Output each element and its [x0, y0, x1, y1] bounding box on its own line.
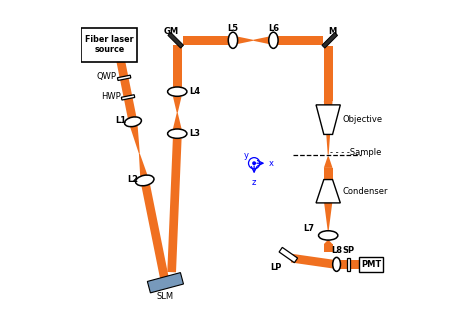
Text: Fiber laser
source: Fiber laser source	[85, 35, 134, 54]
Text: HWP: HWP	[101, 92, 121, 100]
Bar	[279, 247, 298, 263]
Text: M: M	[329, 27, 337, 35]
Polygon shape	[235, 36, 253, 45]
Polygon shape	[129, 121, 140, 154]
Text: QWP: QWP	[96, 72, 116, 81]
Bar	[168, 32, 183, 48]
Text: LP: LP	[270, 263, 282, 272]
Polygon shape	[324, 201, 333, 231]
Text: L3: L3	[189, 129, 200, 138]
Polygon shape	[291, 254, 336, 269]
Polygon shape	[324, 46, 333, 101]
Ellipse shape	[136, 175, 154, 186]
Polygon shape	[324, 168, 333, 201]
Text: L7: L7	[303, 224, 314, 233]
Polygon shape	[324, 240, 333, 244]
Polygon shape	[173, 96, 182, 113]
Polygon shape	[324, 101, 333, 154]
Bar	[118, 75, 131, 80]
Polygon shape	[324, 156, 333, 168]
Polygon shape	[350, 260, 361, 269]
Text: SP: SP	[342, 246, 355, 255]
Text: GM: GM	[164, 27, 179, 35]
Polygon shape	[140, 180, 170, 284]
Text: Condenser: Condenser	[342, 187, 388, 196]
Text: y: y	[244, 151, 249, 160]
Polygon shape	[275, 36, 323, 45]
Polygon shape	[316, 180, 340, 203]
Ellipse shape	[333, 257, 340, 271]
Text: L4: L4	[189, 87, 200, 96]
Text: L5: L5	[228, 24, 238, 33]
Polygon shape	[338, 260, 347, 269]
Bar	[347, 257, 350, 271]
Polygon shape	[173, 113, 182, 129]
Ellipse shape	[125, 117, 141, 127]
Text: x: x	[268, 159, 273, 168]
Polygon shape	[253, 36, 272, 45]
Text: L1: L1	[116, 116, 127, 125]
Text: - - - -Sample: - - - -Sample	[330, 148, 381, 157]
FancyBboxPatch shape	[359, 257, 383, 272]
Polygon shape	[112, 38, 137, 123]
Polygon shape	[183, 36, 231, 45]
Bar	[121, 95, 135, 100]
Polygon shape	[139, 154, 149, 181]
Polygon shape	[173, 45, 182, 87]
Text: PMT: PMT	[361, 260, 381, 269]
Text: z: z	[252, 178, 256, 187]
Ellipse shape	[228, 32, 237, 48]
Text: L6: L6	[268, 24, 279, 33]
Polygon shape	[167, 138, 182, 272]
Bar	[147, 273, 183, 293]
Text: L2: L2	[127, 175, 138, 184]
Text: Objective: Objective	[342, 115, 383, 124]
Text: SLM: SLM	[157, 292, 174, 301]
Ellipse shape	[269, 32, 278, 48]
Ellipse shape	[168, 129, 187, 138]
FancyBboxPatch shape	[82, 28, 137, 62]
Bar	[322, 32, 337, 48]
Polygon shape	[316, 105, 340, 134]
Polygon shape	[324, 244, 333, 252]
Text: L8: L8	[331, 246, 342, 255]
Ellipse shape	[319, 231, 338, 240]
Circle shape	[253, 162, 255, 165]
Ellipse shape	[168, 87, 187, 96]
